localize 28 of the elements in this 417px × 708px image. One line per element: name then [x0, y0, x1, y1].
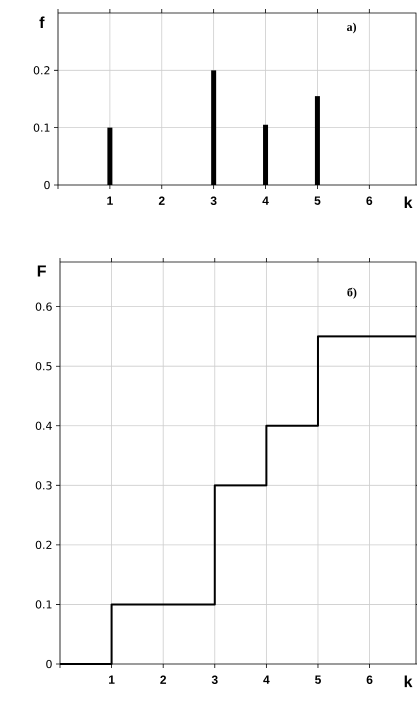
x-tick-label: 6 — [366, 676, 372, 684]
x-axis-title: k — [404, 196, 412, 208]
y-tick-label: 0 — [44, 180, 50, 190]
y-tick-label: 0 — [46, 660, 52, 668]
y-tick-label: 0.4 — [36, 422, 52, 430]
x-axis-title: k — [404, 676, 412, 688]
x-tick-label: 5 — [314, 196, 320, 205]
x-tick-label: 3 — [210, 196, 217, 205]
y-axis-title: f — [39, 16, 45, 28]
x-tick-label: 4 — [262, 196, 269, 205]
y-tick-label: 0.6 — [36, 302, 52, 311]
y-axis-title: F — [38, 266, 46, 276]
y-tick-label: 0.2 — [34, 66, 50, 74]
y-tick-label: 0.1 — [36, 600, 52, 609]
x-tick-label: 1 — [109, 676, 115, 684]
x-tick-label: 3 — [212, 676, 218, 684]
x-tick-label: 4 — [263, 676, 270, 684]
x-tick-label: 6 — [366, 196, 372, 205]
y-tick-label: 0.3 — [36, 481, 52, 490]
x-tick-label: 2 — [158, 196, 165, 205]
x-tick-label: 1 — [107, 196, 113, 205]
x-tick-label: 2 — [160, 676, 166, 684]
y-tick-label: 0.2 — [36, 540, 52, 550]
y-tick-label: 0.1 — [34, 124, 50, 132]
text: а) — [346, 22, 356, 34]
x-tick-label: 5 — [315, 676, 321, 684]
y-tick-label: 0.5 — [36, 362, 52, 370]
text: б) — [347, 288, 356, 299]
